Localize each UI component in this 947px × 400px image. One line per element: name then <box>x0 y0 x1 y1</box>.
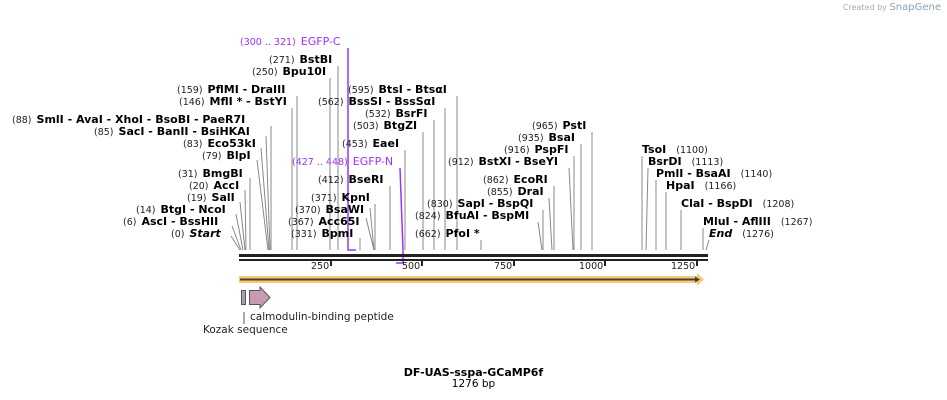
sequence-length: 1276 bp <box>451 378 496 390</box>
orf-arrow <box>239 273 704 286</box>
snapgene-branding: Created by SnapGene <box>842 2 941 13</box>
site-kpnI[interactable]: (371) KpnI <box>311 191 370 205</box>
site-btgZI[interactable]: (503) BtgZI <box>353 119 418 133</box>
site-pstI[interactable]: (965) PstI <box>532 119 587 133</box>
site-bmgBI[interactable]: (31) BmgBI <box>178 167 243 181</box>
feature-label-kozak[interactable]: Kozak sequence <box>203 324 288 336</box>
site-salI[interactable]: (19) SalI <box>187 191 235 205</box>
calmodulin-feature <box>249 285 271 310</box>
site-eaeI[interactable]: (453) EaeI <box>342 137 400 151</box>
site-bsaWI[interactable]: (370) BsaWI <box>295 203 365 217</box>
site-pflMI[interactable]: (159) PflMI - DraIII <box>177 83 286 97</box>
site-eco53kI[interactable]: (83) Eco53kI <box>183 137 256 151</box>
feature-egfp-n[interactable]: (427 .. 448) EGFP-N <box>292 155 394 169</box>
kozak-feature <box>241 290 246 305</box>
site-mluI[interactable]: MluI - AflIII (1267) <box>703 215 813 229</box>
site-mflI[interactable]: (146) MflI * - BstYI <box>179 95 287 109</box>
site-hpaI[interactable]: HpaI (1166) <box>666 179 737 193</box>
site-start[interactable]: (0) Start <box>171 227 221 241</box>
ruler-tick-label: 250 <box>311 261 330 272</box>
site-bsrDI[interactable]: BsrDI (1113) <box>648 155 724 169</box>
site-pspFI[interactable]: (916) PspFI <box>504 143 569 157</box>
site-pmlI[interactable]: PmlI - BsaAI (1140) <box>656 167 773 181</box>
site-btsI[interactable]: (595) BtsI - BtsαI <box>348 83 447 97</box>
site-accI[interactable]: (20) AccI <box>189 179 240 193</box>
site-bstBI[interactable]: (271) BstBI <box>269 53 333 67</box>
ruler-tick-label: 500 <box>402 261 421 272</box>
site-smlI[interactable]: (88) SmlI - AvaI - XhoI - BsoBI - PaeR7I <box>12 113 246 127</box>
site-bssSI[interactable]: (562) BssSI - BssSαI <box>318 95 436 109</box>
site-ascI[interactable]: (6) AscI - BssHII <box>123 215 219 229</box>
sequence-name: DF-UAS-sspa-GCaMP6f <box>403 366 544 379</box>
feature-egfp-c[interactable]: (300 .. 321) EGFP-C <box>240 35 341 49</box>
site-acc65I[interactable]: (367) Acc65I <box>288 215 360 229</box>
site-ecoRI[interactable]: (862) EcoRI <box>483 173 548 187</box>
backbone <box>239 254 708 266</box>
site-draI[interactable]: (855) DraI <box>487 185 544 199</box>
site-bfuAI[interactable]: (824) BfuAI - BspMI <box>415 209 530 223</box>
site-bseRI[interactable]: (412) BseRI <box>318 173 384 187</box>
site-bsrFI[interactable]: (532) BsrFI <box>365 107 428 121</box>
site-sapI[interactable]: (830) SapI - BspQI <box>427 197 534 211</box>
ruler-tick-label: 1250 <box>671 261 696 272</box>
site-pfoI[interactable]: (662) PfoI * <box>415 227 480 241</box>
site-bsaI[interactable]: (935) BsaI <box>518 131 575 145</box>
site-end[interactable]: End (1276) <box>709 227 774 241</box>
site-claI[interactable]: ClaI - BspDI (1208) <box>681 197 795 211</box>
site-sacI[interactable]: (85) SacI - BanII - BsiHKAI <box>94 125 250 139</box>
site-bpu10I[interactable]: (250) Bpu10I <box>252 65 327 79</box>
feature-label-calmodulin[interactable]: calmodulin-binding peptide <box>250 311 394 323</box>
site-blpI[interactable]: (79) BlpI <box>202 149 251 163</box>
site-btgI[interactable]: (14) BtgI - NcoI <box>136 203 226 217</box>
site-bpmI[interactable]: (331) BpmI <box>291 227 354 241</box>
site-tsoI[interactable]: TsoI (1100) <box>642 143 708 157</box>
ruler-tick-label: 1000 <box>579 261 604 272</box>
site-bstXI[interactable]: (912) BstXI - BseYI <box>448 155 558 169</box>
ruler-tick-label: 750 <box>494 261 513 272</box>
